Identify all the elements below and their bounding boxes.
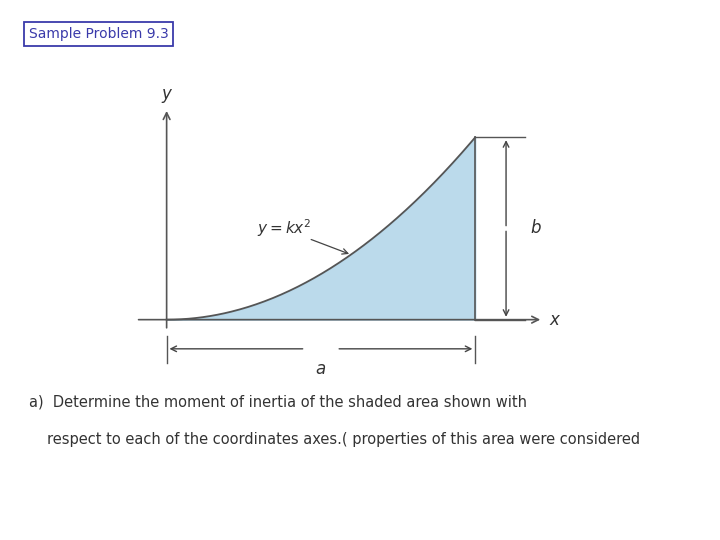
- Text: Sample Problem 9.3: Sample Problem 9.3: [29, 27, 168, 41]
- Text: a: a: [316, 360, 326, 378]
- Text: respect to each of the coordinates axes.( properties of this area were considere: respect to each of the coordinates axes.…: [47, 432, 640, 447]
- Text: b: b: [531, 219, 541, 238]
- Text: $y = kx^2$: $y = kx^2$: [257, 218, 311, 239]
- Text: a)  Determine the moment of inertia of the shaded area shown with: a) Determine the moment of inertia of th…: [29, 394, 527, 409]
- Text: x: x: [549, 310, 559, 329]
- Text: y: y: [162, 85, 171, 103]
